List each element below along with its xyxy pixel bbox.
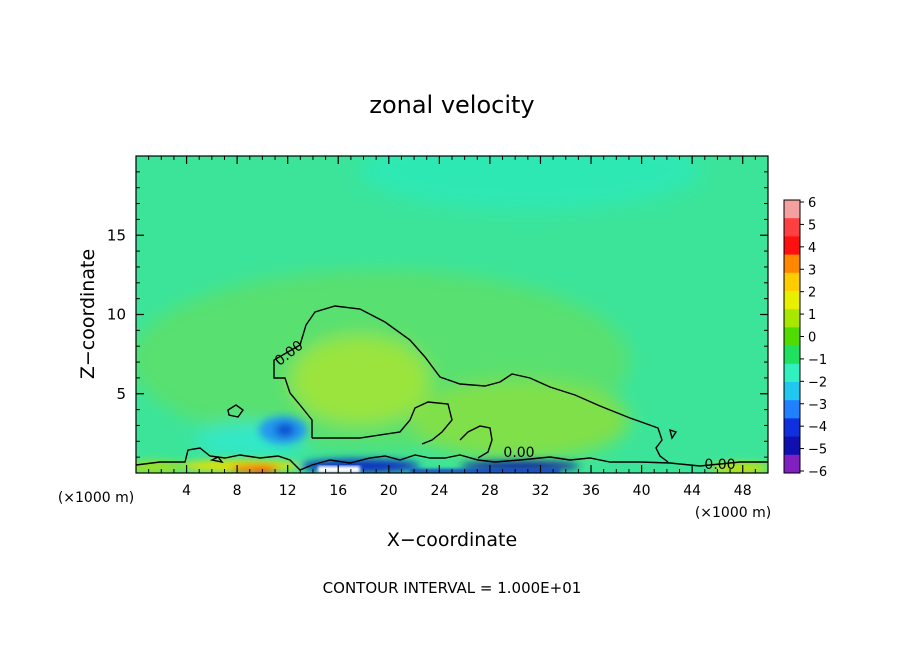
x-tick-label: 40 — [633, 483, 651, 499]
colorbar-label: −3 — [808, 398, 827, 413]
colorbar-swatch — [784, 454, 800, 474]
y-axis-label: Z−coordinate — [77, 249, 99, 379]
x-unit-label-left: (×1000 m) — [58, 490, 134, 506]
colorbar-label: 3 — [808, 263, 816, 278]
x-tick-label: 24 — [430, 483, 448, 499]
x-axis-ticks: 4 8 12 16 20 24 28 32 36 40 44 48 — [148, 156, 756, 499]
x-tick-label: 28 — [481, 483, 499, 499]
colorbar-swatch — [784, 309, 800, 328]
field-bottom-right-yellow — [710, 463, 768, 473]
x-tick-label: 44 — [683, 483, 701, 499]
colorbar-label: 0 — [808, 331, 816, 346]
colorbar-swatch — [784, 363, 800, 383]
colorbar-label: 4 — [808, 241, 816, 256]
colorbar-swatch — [784, 418, 800, 438]
field-white-patch — [318, 466, 360, 473]
colorbar-swatch — [784, 218, 800, 237]
colorbar-swatch — [784, 400, 800, 419]
contour-main — [273, 305, 669, 463]
colorbar-label: −5 — [808, 443, 827, 458]
colorbar-label: 2 — [808, 286, 816, 301]
contour-fragment — [669, 428, 678, 440]
field-blue-core — [275, 423, 295, 437]
colorbar-swatch — [784, 236, 800, 256]
contour-label: 0.00 — [704, 457, 735, 473]
chart-title: zonal velocity — [369, 91, 534, 119]
contour-right-lobe — [459, 425, 493, 459]
field-bottom-band — [410, 469, 560, 473]
colorbar-swatch — [784, 291, 800, 310]
x-tick-label: 48 — [734, 483, 752, 499]
x-tick-label: 8 — [233, 483, 242, 499]
field-core-green — [290, 335, 430, 425]
contour-small-loop — [227, 404, 244, 418]
field-upper-cyan — [360, 156, 700, 210]
y-tick-label: 5 — [116, 385, 126, 403]
colorbar-swatch — [784, 200, 800, 219]
x-tick-label: 32 — [532, 483, 550, 499]
contour-fragment — [209, 456, 224, 464]
x-tick-label: 4 — [182, 483, 191, 499]
contour-label: 0.00 — [503, 445, 534, 461]
x-tick-label: 12 — [279, 483, 297, 499]
y-axis-ticks: 5 10 15 — [107, 171, 768, 458]
colorbar-label: 6 — [808, 196, 816, 211]
colorbar-label: −1 — [808, 353, 827, 368]
colorbar-swatch — [784, 436, 800, 456]
colorbar-swatch — [784, 327, 800, 347]
colorbar-swatch — [784, 272, 800, 292]
x-tick-label: 36 — [582, 483, 600, 499]
colorbar-swatch — [784, 345, 800, 365]
x-axis-label: X−coordinate — [387, 529, 517, 551]
heatmap-field: 0.00 0.00 0.00 — [136, 156, 768, 473]
field-right-green — [410, 380, 630, 460]
y-tick-label: 15 — [107, 226, 126, 244]
colorbar: 6 5 4 3 2 1 0 −1 −2 −3 −4 −5 −6 — [783, 196, 827, 480]
colorbar-swatch — [784, 382, 800, 401]
x-tick-label: 16 — [329, 483, 347, 499]
colorbar-label: 1 — [808, 308, 816, 323]
colorbar-swatch — [784, 254, 800, 274]
colorbar-label: −4 — [808, 420, 827, 435]
colorbar-label: −2 — [808, 375, 827, 390]
y-tick-label: 10 — [107, 306, 126, 324]
contour-inner — [312, 401, 453, 445]
x-tick-label: 20 — [380, 483, 398, 499]
colorbar-label: −6 — [808, 465, 827, 480]
contour-interval-note: CONTOUR INTERVAL = 1.000E+01 — [323, 579, 582, 597]
x-unit-label-right: (×1000 m) — [695, 505, 771, 521]
zero-contours — [136, 305, 768, 471]
colorbar-label: 5 — [808, 218, 816, 233]
